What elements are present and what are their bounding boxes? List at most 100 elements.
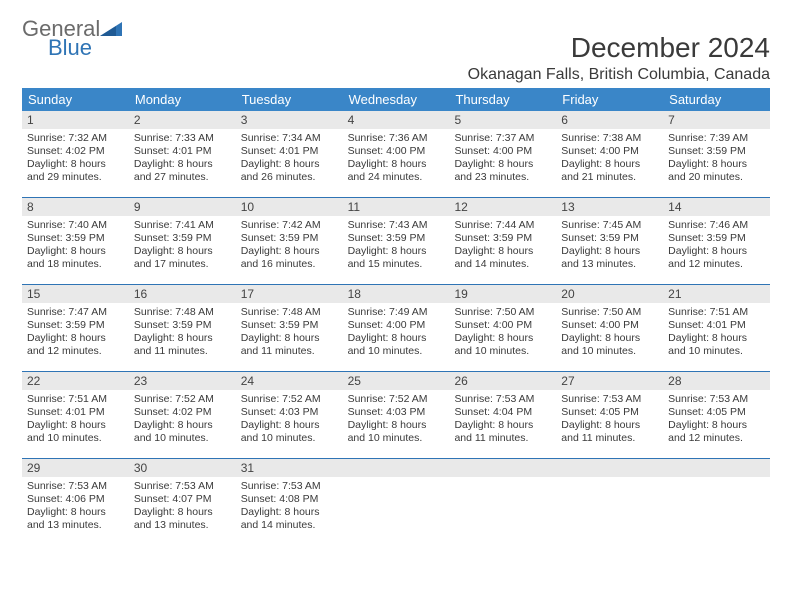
- day-number: 10: [236, 198, 343, 216]
- calendar-cell: 31Sunrise: 7:53 AMSunset: 4:08 PMDayligh…: [236, 459, 343, 545]
- day-detail: Sunrise: 7:48 AMSunset: 3:59 PMDaylight:…: [129, 303, 236, 365]
- day-detail: Sunrise: 7:52 AMSunset: 4:03 PMDaylight:…: [343, 390, 450, 452]
- day-detail: Sunrise: 7:34 AMSunset: 4:01 PMDaylight:…: [236, 129, 343, 191]
- day-detail: Sunrise: 7:36 AMSunset: 4:00 PMDaylight:…: [343, 129, 450, 191]
- day-number: 21: [663, 285, 770, 303]
- calendar-cell: 15Sunrise: 7:47 AMSunset: 3:59 PMDayligh…: [22, 285, 129, 371]
- day-number: 18: [343, 285, 450, 303]
- logo-blue-text: Blue: [48, 35, 92, 60]
- day-number: 15: [22, 285, 129, 303]
- day-detail: Sunrise: 7:37 AMSunset: 4:00 PMDaylight:…: [449, 129, 556, 191]
- day-detail: Sunrise: 7:53 AMSunset: 4:05 PMDaylight:…: [556, 390, 663, 452]
- day-detail: Sunrise: 7:40 AMSunset: 3:59 PMDaylight:…: [22, 216, 129, 278]
- day-detail: Sunrise: 7:32 AMSunset: 4:02 PMDaylight:…: [22, 129, 129, 191]
- calendar-cell: 1Sunrise: 7:32 AMSunset: 4:02 PMDaylight…: [22, 111, 129, 197]
- day-of-week-header: SundayMondayTuesdayWednesdayThursdayFrid…: [22, 88, 770, 111]
- calendar-cell: 12Sunrise: 7:44 AMSunset: 3:59 PMDayligh…: [449, 198, 556, 284]
- logo-triangle-icon: [100, 20, 122, 41]
- dow-wednesday: Wednesday: [343, 88, 450, 111]
- dow-monday: Monday: [129, 88, 236, 111]
- day-detail: Sunrise: 7:47 AMSunset: 3:59 PMDaylight:…: [22, 303, 129, 365]
- calendar-cell: 24Sunrise: 7:52 AMSunset: 4:03 PMDayligh…: [236, 372, 343, 458]
- location-line: Okanagan Falls, British Columbia, Canada: [22, 66, 770, 84]
- calendar-cell: 18Sunrise: 7:49 AMSunset: 4:00 PMDayligh…: [343, 285, 450, 371]
- day-detail: Sunrise: 7:42 AMSunset: 3:59 PMDaylight:…: [236, 216, 343, 278]
- day-number: 6: [556, 111, 663, 129]
- calendar-cell: 26Sunrise: 7:53 AMSunset: 4:04 PMDayligh…: [449, 372, 556, 458]
- dow-saturday: Saturday: [663, 88, 770, 111]
- day-detail: Sunrise: 7:53 AMSunset: 4:05 PMDaylight:…: [663, 390, 770, 452]
- day-number: 16: [129, 285, 236, 303]
- day-number: 8: [22, 198, 129, 216]
- day-number: 13: [556, 198, 663, 216]
- dow-sunday: Sunday: [22, 88, 129, 111]
- calendar-cell: 29Sunrise: 7:53 AMSunset: 4:06 PMDayligh…: [22, 459, 129, 545]
- day-number: 14: [663, 198, 770, 216]
- day-number: 20: [556, 285, 663, 303]
- week-row: 29Sunrise: 7:53 AMSunset: 4:06 PMDayligh…: [22, 459, 770, 545]
- day-detail: Sunrise: 7:48 AMSunset: 3:59 PMDaylight:…: [236, 303, 343, 365]
- day-detail: Sunrise: 7:53 AMSunset: 4:07 PMDaylight:…: [129, 477, 236, 539]
- day-number: 29: [22, 459, 129, 477]
- week-row: 1Sunrise: 7:32 AMSunset: 4:02 PMDaylight…: [22, 111, 770, 198]
- day-number: 26: [449, 372, 556, 390]
- day-detail: Sunrise: 7:43 AMSunset: 3:59 PMDaylight:…: [343, 216, 450, 278]
- brand-logo: General Blue: [22, 18, 122, 64]
- week-row: 22Sunrise: 7:51 AMSunset: 4:01 PMDayligh…: [22, 372, 770, 459]
- day-number: 27: [556, 372, 663, 390]
- day-detail: Sunrise: 7:45 AMSunset: 3:59 PMDaylight:…: [556, 216, 663, 278]
- day-number: 25: [343, 372, 450, 390]
- calendar-cell: 11Sunrise: 7:43 AMSunset: 3:59 PMDayligh…: [343, 198, 450, 284]
- calendar-cell: 30Sunrise: 7:53 AMSunset: 4:07 PMDayligh…: [129, 459, 236, 545]
- day-detail: Sunrise: 7:53 AMSunset: 4:06 PMDaylight:…: [22, 477, 129, 539]
- dow-thursday: Thursday: [449, 88, 556, 111]
- day-detail: Sunrise: 7:50 AMSunset: 4:00 PMDaylight:…: [556, 303, 663, 365]
- calendar-cell: 5Sunrise: 7:37 AMSunset: 4:00 PMDaylight…: [449, 111, 556, 197]
- calendar-cell: 9Sunrise: 7:41 AMSunset: 3:59 PMDaylight…: [129, 198, 236, 284]
- day-number: 31: [236, 459, 343, 477]
- calendar-cell: 4Sunrise: 7:36 AMSunset: 4:00 PMDaylight…: [343, 111, 450, 197]
- calendar-cell: 10Sunrise: 7:42 AMSunset: 3:59 PMDayligh…: [236, 198, 343, 284]
- calendar-cell: 23Sunrise: 7:52 AMSunset: 4:02 PMDayligh…: [129, 372, 236, 458]
- day-number: 9: [129, 198, 236, 216]
- day-detail: Sunrise: 7:51 AMSunset: 4:01 PMDaylight:…: [663, 303, 770, 365]
- calendar: SundayMondayTuesdayWednesdayThursdayFrid…: [22, 88, 770, 545]
- day-detail: Sunrise: 7:46 AMSunset: 3:59 PMDaylight:…: [663, 216, 770, 278]
- day-detail: Sunrise: 7:52 AMSunset: 4:02 PMDaylight:…: [129, 390, 236, 452]
- title-block: December 2024: [571, 32, 770, 64]
- calendar-cell: 22Sunrise: 7:51 AMSunset: 4:01 PMDayligh…: [22, 372, 129, 458]
- day-number: 24: [236, 372, 343, 390]
- header: General Blue December 2024: [22, 18, 770, 64]
- day-detail: Sunrise: 7:49 AMSunset: 4:00 PMDaylight:…: [343, 303, 450, 365]
- calendar-cell: 6Sunrise: 7:38 AMSunset: 4:00 PMDaylight…: [556, 111, 663, 197]
- day-detail: Sunrise: 7:51 AMSunset: 4:01 PMDaylight:…: [22, 390, 129, 452]
- day-number: [343, 459, 450, 477]
- calendar-cell: 27Sunrise: 7:53 AMSunset: 4:05 PMDayligh…: [556, 372, 663, 458]
- month-title: December 2024: [571, 32, 770, 64]
- day-number: 28: [663, 372, 770, 390]
- calendar-cell: 13Sunrise: 7:45 AMSunset: 3:59 PMDayligh…: [556, 198, 663, 284]
- day-number: [449, 459, 556, 477]
- day-detail: Sunrise: 7:53 AMSunset: 4:08 PMDaylight:…: [236, 477, 343, 539]
- day-number: 2: [129, 111, 236, 129]
- calendar-cell: 17Sunrise: 7:48 AMSunset: 3:59 PMDayligh…: [236, 285, 343, 371]
- calendar-cell: 28Sunrise: 7:53 AMSunset: 4:05 PMDayligh…: [663, 372, 770, 458]
- week-row: 8Sunrise: 7:40 AMSunset: 3:59 PMDaylight…: [22, 198, 770, 285]
- calendar-cell: [343, 459, 450, 545]
- calendar-cell: 2Sunrise: 7:33 AMSunset: 4:01 PMDaylight…: [129, 111, 236, 197]
- calendar-cell: 8Sunrise: 7:40 AMSunset: 3:59 PMDaylight…: [22, 198, 129, 284]
- calendar-cell: 21Sunrise: 7:51 AMSunset: 4:01 PMDayligh…: [663, 285, 770, 371]
- day-number: [663, 459, 770, 477]
- day-number: 3: [236, 111, 343, 129]
- day-number: 12: [449, 198, 556, 216]
- day-number: 17: [236, 285, 343, 303]
- calendar-cell: 25Sunrise: 7:52 AMSunset: 4:03 PMDayligh…: [343, 372, 450, 458]
- calendar-cell: [556, 459, 663, 545]
- day-number: 7: [663, 111, 770, 129]
- day-detail: Sunrise: 7:41 AMSunset: 3:59 PMDaylight:…: [129, 216, 236, 278]
- calendar-cell: 20Sunrise: 7:50 AMSunset: 4:00 PMDayligh…: [556, 285, 663, 371]
- day-number: 23: [129, 372, 236, 390]
- calendar-cell: 16Sunrise: 7:48 AMSunset: 3:59 PMDayligh…: [129, 285, 236, 371]
- dow-friday: Friday: [556, 88, 663, 111]
- day-number: 19: [449, 285, 556, 303]
